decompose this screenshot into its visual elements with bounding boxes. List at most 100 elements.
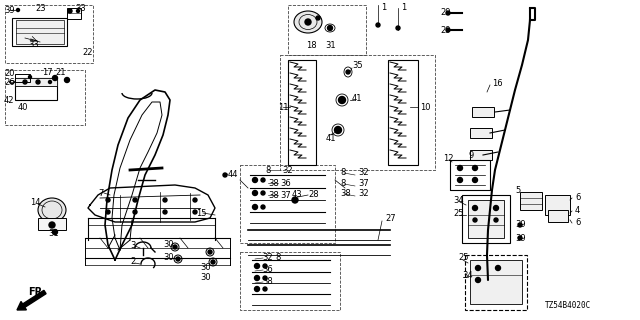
Text: 38: 38 (268, 179, 279, 188)
Bar (12, 18, 67, 46)
Circle shape (52, 229, 58, 235)
Text: 8: 8 (275, 253, 280, 262)
Text: 5: 5 (515, 186, 520, 195)
Text: 32: 32 (358, 188, 369, 197)
Text: 30: 30 (200, 263, 211, 273)
Circle shape (335, 126, 342, 133)
Text: 32: 32 (282, 165, 292, 174)
Text: 10: 10 (420, 102, 431, 111)
Text: 37: 37 (280, 190, 291, 199)
Bar (15, 78, 57, 86)
Bar (67, 8, 81, 19)
Bar (38, 218, 66, 230)
Circle shape (476, 277, 481, 283)
Text: 25: 25 (453, 209, 463, 218)
Text: 26: 26 (4, 77, 15, 86)
Text: 22: 22 (82, 47, 93, 57)
Circle shape (36, 80, 40, 84)
Text: 35: 35 (352, 60, 363, 69)
Bar (548, 210, 568, 222)
Circle shape (328, 26, 333, 30)
Bar (240, 165, 335, 243)
Circle shape (396, 26, 400, 30)
Circle shape (193, 198, 197, 202)
Bar (15, 78, 57, 100)
Text: 23: 23 (35, 4, 45, 12)
Text: 27: 27 (385, 213, 396, 222)
Circle shape (49, 222, 55, 228)
Circle shape (133, 210, 137, 214)
Text: 32: 32 (358, 167, 369, 177)
Circle shape (472, 165, 477, 171)
Text: 33: 33 (75, 4, 86, 12)
Text: 29: 29 (440, 26, 451, 35)
Bar (468, 200, 504, 238)
Circle shape (255, 263, 259, 268)
Bar (280, 55, 435, 170)
Ellipse shape (209, 258, 217, 266)
Circle shape (176, 257, 180, 261)
Text: 34: 34 (462, 270, 472, 279)
Text: 39: 39 (515, 234, 525, 243)
Text: 15: 15 (196, 209, 207, 218)
Text: 37: 37 (358, 179, 369, 188)
Text: 44: 44 (228, 170, 239, 179)
Text: 36: 36 (262, 266, 273, 275)
Text: 4: 4 (575, 205, 580, 214)
Bar (470, 128, 492, 138)
Text: 14: 14 (30, 197, 40, 206)
Circle shape (494, 218, 498, 222)
Circle shape (223, 173, 227, 177)
Bar (520, 192, 542, 210)
Circle shape (163, 198, 167, 202)
Text: 8: 8 (340, 167, 346, 177)
Circle shape (495, 266, 500, 270)
Text: 8: 8 (340, 179, 346, 188)
Circle shape (77, 10, 79, 12)
Text: 31: 31 (48, 228, 59, 237)
Text: 30: 30 (163, 239, 173, 249)
Text: 41: 41 (352, 93, 362, 102)
Text: 32: 32 (262, 253, 273, 262)
Text: 2: 2 (130, 258, 135, 267)
Text: 39: 39 (4, 5, 15, 14)
Circle shape (446, 28, 450, 32)
Bar (5, 5, 93, 63)
Text: 21: 21 (55, 68, 65, 76)
Bar (462, 195, 510, 243)
Bar (16, 20, 64, 44)
Text: 43: 43 (292, 189, 303, 198)
Ellipse shape (294, 11, 322, 33)
Circle shape (473, 218, 477, 222)
Circle shape (23, 80, 27, 84)
Circle shape (163, 210, 167, 214)
Circle shape (458, 178, 463, 182)
Text: 34: 34 (453, 196, 463, 204)
Circle shape (376, 23, 380, 27)
Text: 33: 33 (28, 39, 39, 49)
Text: 39: 39 (515, 220, 525, 228)
Circle shape (106, 198, 110, 202)
Bar (545, 195, 570, 215)
Circle shape (263, 264, 267, 268)
Circle shape (263, 276, 267, 280)
Text: 16: 16 (492, 78, 502, 87)
Circle shape (518, 223, 522, 227)
Circle shape (65, 77, 70, 83)
Text: 6: 6 (575, 218, 580, 227)
Circle shape (458, 165, 463, 171)
Circle shape (261, 191, 265, 195)
Text: 11: 11 (278, 102, 289, 111)
Bar (472, 107, 494, 117)
Circle shape (17, 9, 19, 12)
Circle shape (476, 266, 481, 270)
Circle shape (193, 210, 197, 214)
Circle shape (472, 178, 477, 182)
Text: 38: 38 (268, 190, 279, 199)
Text: 41: 41 (326, 133, 337, 142)
Text: 17: 17 (42, 68, 52, 76)
Text: 12: 12 (443, 154, 454, 163)
Text: 30: 30 (200, 274, 211, 283)
Bar (470, 150, 492, 160)
Text: 18: 18 (306, 41, 317, 50)
